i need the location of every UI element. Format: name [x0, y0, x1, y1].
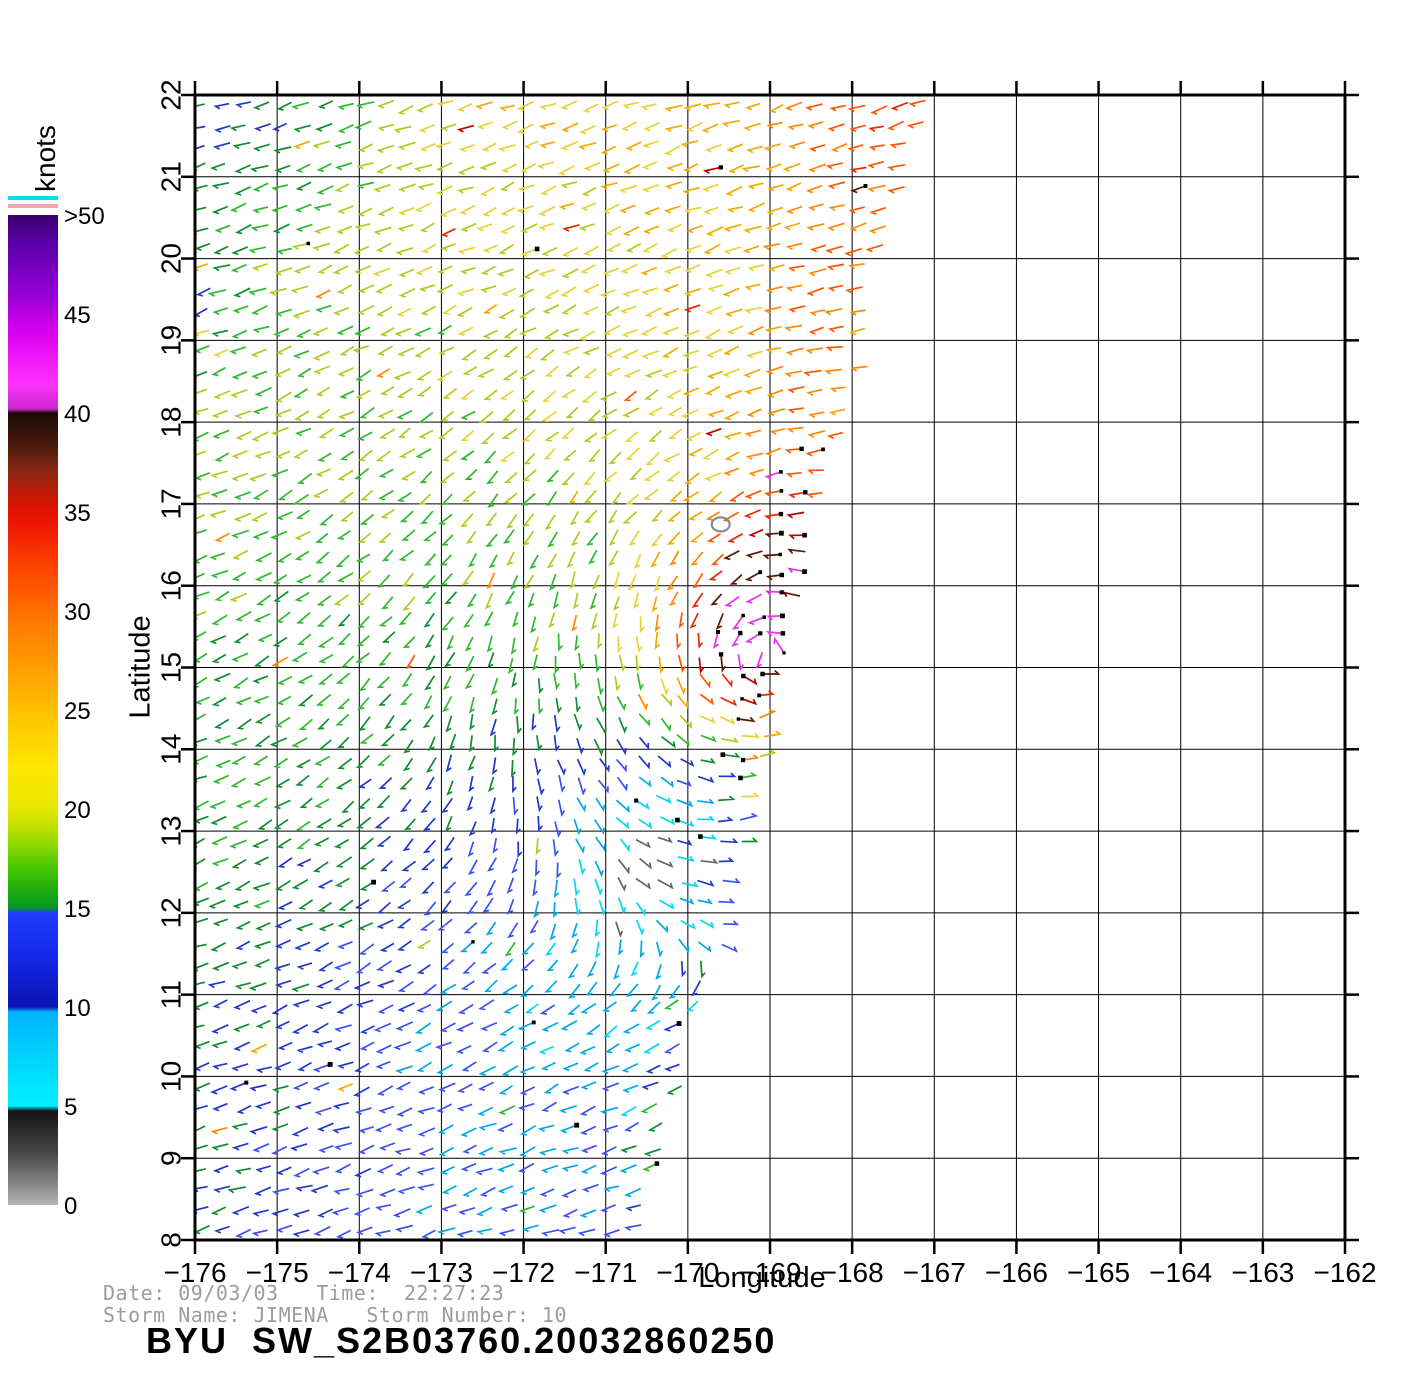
x-tick-label: −172 — [492, 1257, 555, 1288]
x-tick-label: −169 — [738, 1257, 801, 1288]
y-tick-label: 13 — [156, 815, 187, 846]
y-tick-label: 14 — [156, 734, 187, 765]
wind-barbs — [405, 99, 926, 706]
wind-barbs — [195, 100, 759, 1235]
colorbar-tick-label: 45 — [64, 302, 91, 329]
colorbar-stripe — [8, 204, 58, 208]
y-tick-label: 15 — [156, 652, 187, 683]
wind-barbs — [195, 101, 758, 1214]
wind-barbs — [524, 794, 718, 1117]
y-tick-label: 12 — [156, 897, 187, 928]
wind-barbs — [195, 101, 866, 1092]
wind-barbs — [712, 471, 805, 672]
x-tick-label: −168 — [821, 1257, 884, 1288]
wind-barbs — [210, 101, 887, 1135]
y-tick-label: 21 — [156, 161, 187, 192]
x-tick-label: −162 — [1313, 1257, 1376, 1288]
x-tick-label: −166 — [985, 1257, 1048, 1288]
wind-barbs — [395, 776, 715, 1236]
wind-barbs — [195, 99, 777, 950]
x-axis-label: Longitude — [698, 1262, 826, 1294]
product-title: BYU SW_S2B03760.20032860250 — [146, 1320, 777, 1361]
y-tick-label: 11 — [156, 980, 187, 1009]
colorbar-tick-label: 35 — [64, 500, 91, 527]
x-tick-label: −175 — [246, 1257, 309, 1288]
y-tick-label: 16 — [156, 570, 187, 601]
wind-barbs — [235, 758, 759, 1239]
y-tick-label: 8 — [156, 1232, 187, 1248]
x-tick-label: −173 — [410, 1257, 473, 1288]
storm-symbol-circle — [710, 516, 731, 533]
colorbar-tick-label: 10 — [64, 995, 91, 1022]
wind-barbs — [615, 836, 719, 938]
y-tick-label: 19 — [156, 325, 187, 356]
x-tick-label: −174 — [328, 1257, 391, 1288]
x-tick-label: −176 — [163, 1257, 226, 1288]
y-tick-label: 20 — [156, 243, 187, 274]
y-tick-label: 22 — [156, 79, 187, 110]
colorbar-tick-label: 25 — [64, 698, 91, 725]
colorbar-tick-label: 5 — [64, 1094, 78, 1121]
colorbar-tick-label: >50 — [64, 203, 105, 230]
wind-field-plot: −176 −175 −174 −173 −172 −171 −170 −169 −168 −167… — [156, 79, 1377, 1288]
x-tick-label: −165 — [1067, 1257, 1130, 1288]
wind-barbs — [195, 101, 739, 1238]
y-tick-label: 17 — [156, 488, 187, 519]
colorbar-title: knots — [30, 125, 61, 192]
x-tick-label: −170 — [656, 1257, 719, 1288]
wind-barbs — [456, 124, 805, 706]
x-tick-label: −164 — [1149, 1257, 1212, 1288]
y-axis-label: Latitude — [124, 615, 157, 719]
colorbar-tick-label: 20 — [64, 797, 91, 824]
wind-barbs — [710, 185, 866, 723]
wind-barbs — [195, 100, 765, 798]
colorbar-stripe — [8, 196, 58, 200]
colorbar-tick-label: 0 — [64, 1193, 78, 1220]
y-tick-label: 10 — [156, 1061, 187, 1092]
x-tick-label: −167 — [903, 1257, 966, 1288]
colorbar-gradient — [8, 215, 58, 1205]
colorbar-tick-label: 30 — [64, 599, 91, 626]
plot-border — [193, 93, 1347, 1242]
y-tick-label: 9 — [156, 1150, 187, 1166]
footer-date-time: Date: 09/03/03 Time: 22:27:23 — [103, 1281, 505, 1305]
x-tick-label: −171 — [574, 1257, 637, 1288]
x-tick-label: −163 — [1231, 1257, 1294, 1288]
wind-barbs — [440, 101, 909, 707]
wind-barbs-layer — [195, 99, 926, 1239]
footer-storm-info: Storm Name: JIMENA Storm Number: 10 — [103, 1303, 568, 1327]
colorbar-tick-label: 15 — [64, 896, 91, 923]
y-tick-label: 18 — [156, 407, 187, 438]
colorbar-tick-label: 40 — [64, 401, 91, 428]
